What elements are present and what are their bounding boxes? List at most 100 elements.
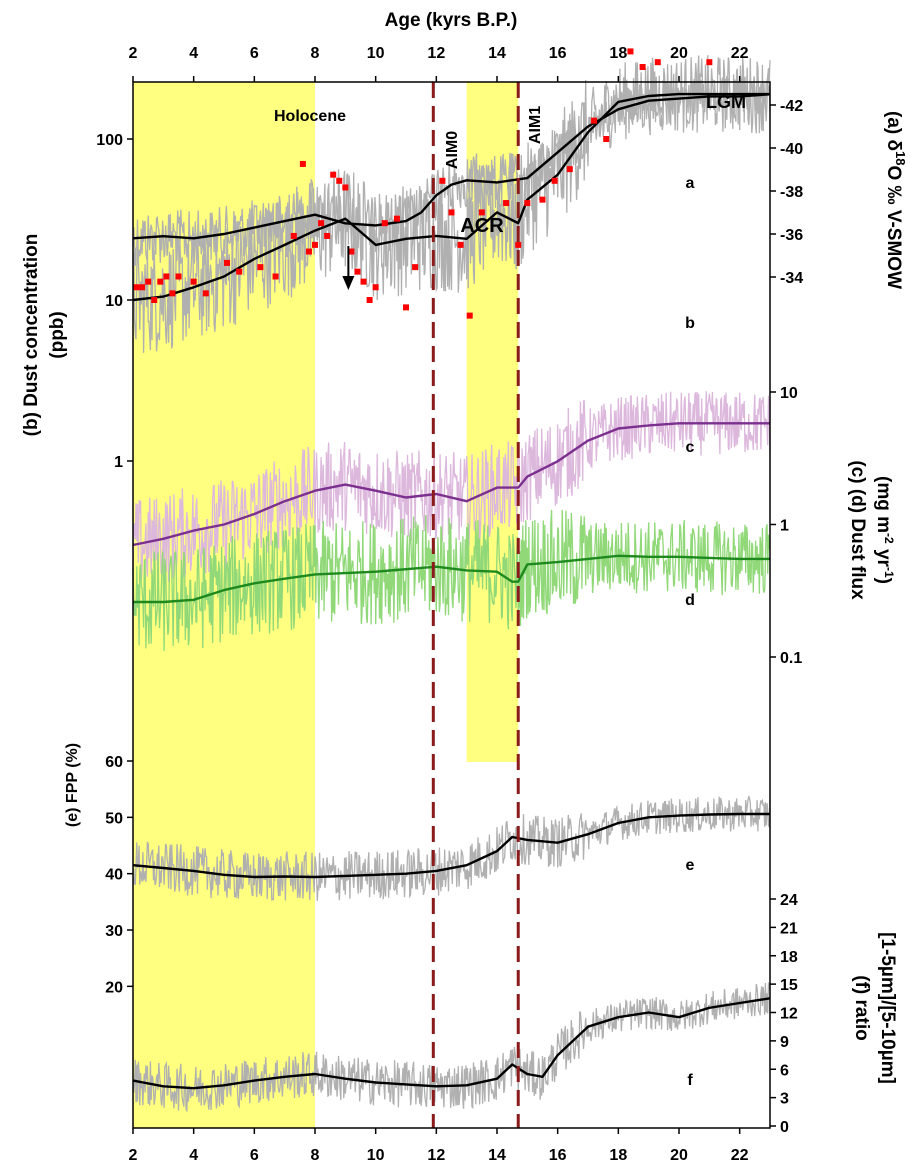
x-tick-label-bottom: 6 bbox=[250, 1147, 259, 1164]
smooth-series-c bbox=[132, 422, 770, 547]
x-tick-label-top: 12 bbox=[427, 45, 445, 62]
x-tick-label-top: 4 bbox=[189, 45, 198, 62]
tick-label-e: 50 bbox=[105, 810, 123, 827]
x-tick-label-top: 8 bbox=[311, 45, 320, 62]
dust-point bbox=[439, 177, 446, 184]
raw-series-c bbox=[132, 391, 771, 584]
dust-point bbox=[393, 215, 400, 222]
dust-point bbox=[190, 278, 197, 285]
dust-point bbox=[133, 284, 140, 291]
smooth-series-e bbox=[132, 812, 770, 879]
tick-label-f: 18 bbox=[780, 949, 798, 966]
svg-text:(f) ratio: (f) ratio bbox=[851, 975, 872, 1040]
tick-label-a: -34 bbox=[780, 270, 803, 287]
smooth-series-b bbox=[132, 92, 770, 302]
arrow-marker bbox=[342, 246, 355, 290]
svg-text:(mg m-2 yr-1): (mg m-2 yr-1) bbox=[873, 476, 896, 584]
smooth-series-a bbox=[132, 93, 771, 240]
x-tick-label-bottom: 20 bbox=[670, 1147, 688, 1164]
dust-point bbox=[448, 209, 455, 216]
tick-label-a: -38 bbox=[780, 184, 803, 201]
label-lgm: LGM bbox=[706, 92, 746, 112]
svg-text:(a) δ18O ‰ V-SMOW: (a) δ18O ‰ V-SMOW bbox=[883, 111, 908, 289]
dust-point bbox=[706, 59, 713, 66]
dust-point bbox=[412, 264, 419, 271]
dust-point bbox=[478, 209, 485, 216]
x-tick-label-bottom: 16 bbox=[549, 1147, 567, 1164]
dust-point bbox=[202, 290, 209, 297]
x-tick-label-bottom: 8 bbox=[311, 1147, 320, 1164]
dust-point bbox=[145, 278, 152, 285]
dust-point bbox=[163, 273, 170, 280]
dust-point bbox=[639, 64, 646, 71]
dust-point bbox=[342, 184, 349, 191]
x-tick-label-top: 14 bbox=[488, 45, 506, 62]
dust-point bbox=[466, 312, 473, 319]
tick-label-b: 100 bbox=[96, 132, 123, 149]
dust-point bbox=[503, 200, 510, 207]
tick-label-a: -36 bbox=[780, 227, 803, 244]
dust-point bbox=[551, 177, 558, 184]
axis-title-cd: (c) (d) Dust flux (mg m-2 yr-1) bbox=[847, 460, 896, 600]
raw-series-e bbox=[132, 796, 771, 901]
panel-label-a: a bbox=[686, 175, 695, 192]
x-tick-label-bottom: 4 bbox=[189, 1147, 198, 1164]
raw-series-group bbox=[132, 55, 771, 1113]
dust-point bbox=[566, 166, 573, 173]
svg-text:(c) (d) Dust flux: (c) (d) Dust flux bbox=[847, 460, 868, 600]
tick-label-e: 30 bbox=[105, 923, 123, 940]
axis-title-e: (e) FPP (%) bbox=[64, 743, 81, 827]
x-tick-label-bottom: 22 bbox=[731, 1147, 749, 1164]
axis-title-f: (f) ratio [1-5µm]/[5-10µm] bbox=[851, 932, 898, 1084]
x-tick-label-top: 22 bbox=[731, 45, 749, 62]
x-tick-label-top: 2 bbox=[129, 45, 138, 62]
smooth-series-group bbox=[132, 92, 771, 1090]
svg-text:AIM1: AIM1 bbox=[527, 106, 544, 144]
x-tick-label-bottom: 2 bbox=[129, 1147, 138, 1164]
dust-point bbox=[305, 248, 312, 255]
dust-point bbox=[257, 264, 264, 271]
dust-point bbox=[175, 273, 182, 280]
dust-point bbox=[224, 259, 231, 266]
tick-label-f: 6 bbox=[780, 1062, 789, 1079]
tick-label-f: 15 bbox=[780, 977, 798, 994]
axis-title-b: (b) Dust concentration (ppb) bbox=[21, 234, 68, 437]
dust-point bbox=[348, 248, 355, 255]
dust-point bbox=[169, 290, 176, 297]
dust-point bbox=[272, 273, 279, 280]
label-holocene: Holocene bbox=[274, 108, 346, 125]
tick-label-e: 40 bbox=[105, 867, 123, 884]
x-tick-label-bottom: 10 bbox=[367, 1147, 385, 1164]
label-aim0: AIM0 bbox=[444, 131, 461, 169]
y-axes: -42 -40 -38 -36 -34 1 10 100 0.1 1 10 20 30 40 50 60 0 3 6… bbox=[96, 98, 803, 1136]
dust-point bbox=[360, 278, 367, 285]
tick-label-f: 12 bbox=[780, 1006, 798, 1023]
x-tick-label-top: 10 bbox=[367, 45, 385, 62]
panel-label-e: e bbox=[686, 857, 695, 874]
dust-point bbox=[603, 136, 610, 142]
dust-point bbox=[654, 59, 661, 66]
dust-point bbox=[381, 220, 388, 227]
dust-point bbox=[324, 232, 331, 239]
tick-label-f: 24 bbox=[780, 892, 798, 909]
dust-point bbox=[403, 304, 409, 311]
dust-point bbox=[591, 117, 598, 124]
raw-series-b bbox=[132, 55, 771, 353]
dust-point bbox=[354, 268, 361, 275]
dust-point bbox=[330, 171, 337, 178]
tick-label-a: -40 bbox=[780, 141, 803, 158]
label-aim1: AIM1 bbox=[527, 106, 544, 144]
dust-point bbox=[457, 241, 464, 248]
tick-label-cd: 0.1 bbox=[780, 650, 802, 667]
svg-text:[1-5µm]/[5-10µm]: [1-5µm]/[5-10µm] bbox=[877, 932, 898, 1084]
x-tick-label-bottom: 14 bbox=[488, 1147, 506, 1164]
tick-label-e: 20 bbox=[105, 979, 123, 996]
label-acr: ACR bbox=[460, 215, 504, 237]
vertical-markers bbox=[431, 82, 520, 1128]
tick-label-e: 60 bbox=[105, 754, 123, 771]
panel-label-f: f bbox=[687, 1072, 693, 1089]
tick-label-a: -42 bbox=[780, 98, 803, 115]
smooth-series-f bbox=[132, 997, 771, 1090]
